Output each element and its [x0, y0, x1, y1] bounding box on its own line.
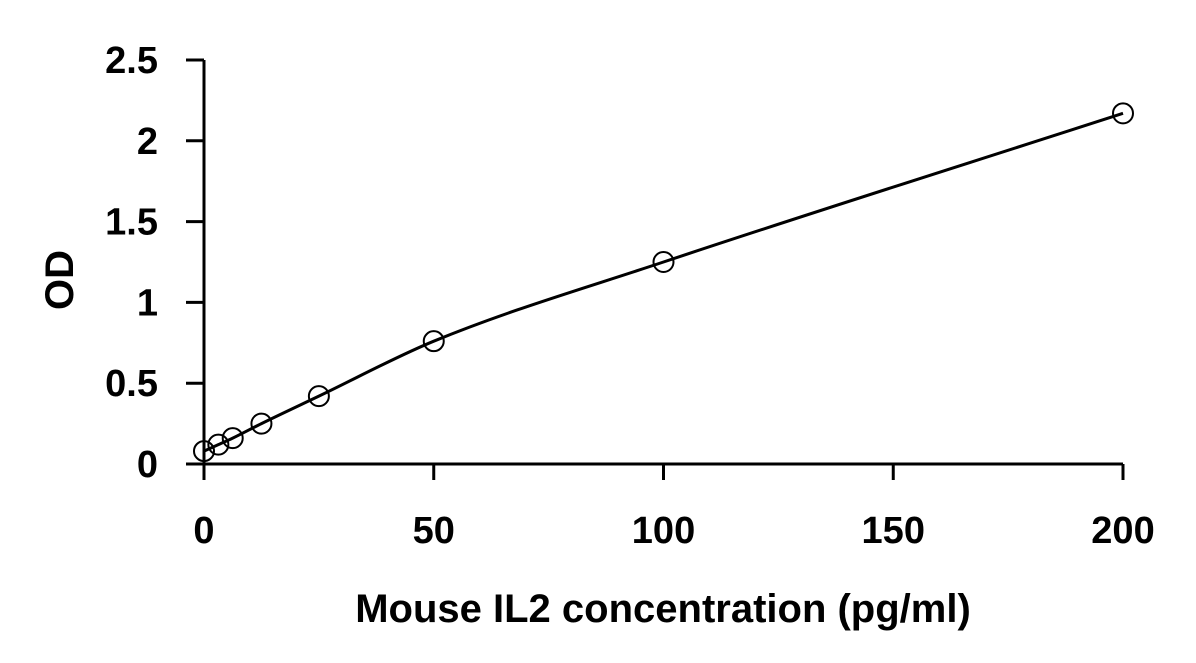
data-point: [422, 330, 445, 353]
data-point: [307, 385, 330, 408]
y-ticks: 0 0.5 1 1.5 2 2.5: [105, 40, 204, 486]
y-tick-label: 2.5: [105, 40, 158, 82]
x-tick-label: 0: [193, 510, 214, 552]
y-tick-label: 0: [137, 444, 158, 486]
y-axis-title: OD: [38, 250, 82, 310]
y-tick-label: 1.5: [105, 202, 158, 244]
x-tick-label: 100: [632, 510, 695, 552]
plot-area: 0 0.5 1 1.5 2 2.5 0 50 100 150 200: [105, 40, 1155, 552]
data-point: [193, 440, 215, 463]
data-point: [1112, 102, 1134, 125]
x-tick-label: 200: [1091, 510, 1154, 552]
fit-curve: [203, 111, 1124, 453]
x-tick-label: 50: [413, 510, 455, 552]
data-points: [193, 102, 1134, 463]
data-point: [221, 427, 244, 450]
data-point: [652, 251, 675, 273]
x-ticks: 0 50 100 150 200: [193, 464, 1155, 552]
y-tick-label: 1: [137, 282, 158, 324]
y-tick-label: 0.5: [105, 363, 158, 405]
x-axis-title: Mouse IL2 concentration (pg/ml): [355, 587, 971, 631]
x-tick-label: 150: [862, 510, 925, 552]
data-point: [207, 433, 230, 456]
data-point: [250, 412, 273, 435]
y-tick-label: 2: [137, 121, 158, 163]
